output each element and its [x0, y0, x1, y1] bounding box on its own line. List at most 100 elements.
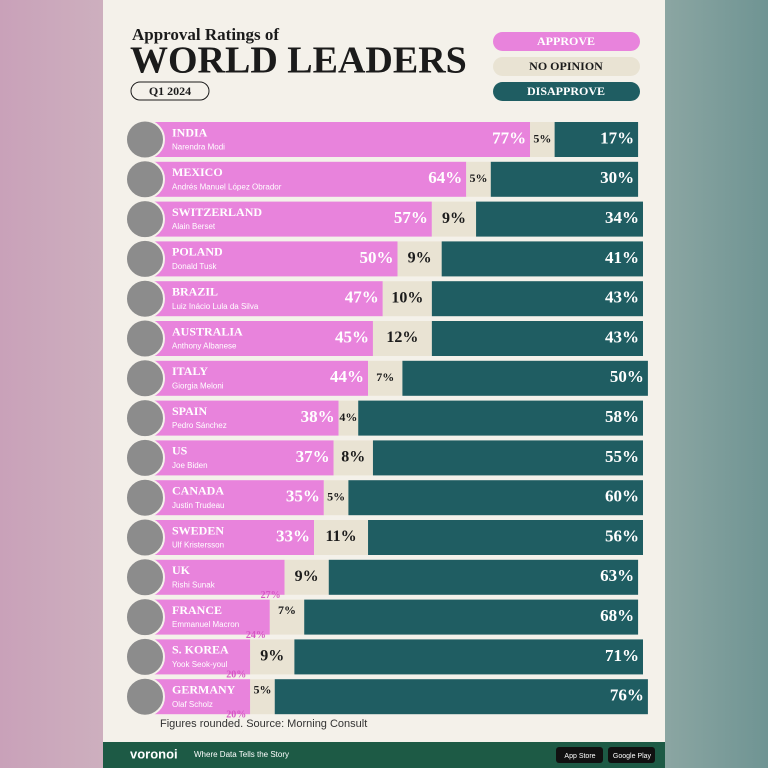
leader-photo	[125, 557, 165, 598]
country-label: MEXICO	[172, 165, 223, 179]
store-badge[interactable]	[556, 747, 603, 763]
country-label: INDIA	[172, 125, 208, 139]
leader-name: Joe Biden	[172, 461, 208, 470]
country-label: AUSTRALIA	[172, 324, 243, 338]
value-label: 8%	[341, 449, 365, 466]
bar-segment	[431, 201, 477, 237]
leader-name: Yook Seok-youl	[172, 660, 228, 669]
value-label: 9%	[260, 648, 284, 665]
bar-segment	[152, 360, 369, 396]
brand: voronoi	[130, 746, 178, 761]
leader-name: Justin Trudeau	[172, 501, 224, 510]
leader-name: Olaf Scholz	[172, 700, 213, 709]
country-label: ITALY	[172, 364, 208, 378]
source-note: Figures rounded. Source: Morning Consult	[160, 718, 367, 730]
value-label: 33%	[276, 526, 310, 545]
leader-name: Ulf Kristersson	[172, 541, 224, 550]
value-label: 9%	[408, 250, 432, 267]
store-label[interactable]: App Store	[564, 753, 595, 760]
country-label: SPAIN	[172, 404, 207, 418]
value-label: 35%	[286, 487, 320, 506]
value-label: 38%	[301, 407, 335, 426]
leader-photo	[125, 119, 165, 160]
leader-photo	[125, 597, 165, 638]
bar-segment	[152, 520, 315, 555]
bar-segment	[152, 480, 324, 516]
leader-photo	[125, 238, 165, 279]
country-label: S. KOREA	[172, 643, 229, 657]
value-label: 9%	[442, 210, 466, 227]
value-label: 55%	[605, 447, 639, 466]
value-label: 64%	[428, 168, 462, 187]
value-label: 7%	[376, 370, 394, 384]
bar-segment	[152, 201, 432, 237]
value-label: 43%	[605, 288, 639, 307]
value-label: 45%	[335, 327, 369, 346]
legend-label: NO OPINION	[529, 59, 603, 73]
value-label: 77%	[492, 128, 526, 147]
bar-segment	[152, 679, 251, 715]
bar-segment	[476, 201, 643, 237]
value-label: 20%	[226, 670, 246, 681]
leader-name: Narendra Modi	[172, 143, 225, 152]
bar-segment	[431, 281, 643, 317]
legend-label: DISAPPROVE	[527, 84, 605, 98]
bar-segment	[314, 520, 369, 555]
bar-segment	[338, 400, 359, 436]
value-label: 5%	[327, 489, 345, 503]
bar-segment	[372, 440, 643, 476]
kicker: Approval Ratings of	[132, 25, 279, 44]
bar-segment	[358, 400, 643, 436]
country-label: FRANCE	[172, 603, 222, 617]
legend-label: APPROVE	[537, 34, 595, 48]
leader-photo	[125, 318, 165, 359]
leader-name: Anthony Albanese	[172, 342, 237, 351]
bar-segment	[372, 321, 432, 356]
tagline: Where Data Tells the Story	[194, 750, 289, 759]
bar-segment	[304, 599, 639, 635]
bar-segment	[530, 122, 555, 157]
leader-photo	[125, 358, 165, 399]
bar-segment	[152, 599, 270, 635]
bar-segment	[152, 281, 383, 317]
leader-photo	[125, 199, 165, 240]
chart-title: WORLD LEADERS	[130, 40, 467, 82]
value-label: 30%	[600, 168, 634, 187]
store-badge[interactable]	[608, 747, 655, 763]
bar-segment	[368, 360, 403, 396]
legend-swatch	[493, 82, 640, 101]
value-label: 50%	[610, 367, 644, 386]
bar-segment	[368, 520, 643, 555]
store-label[interactable]: Google Play	[613, 753, 652, 760]
value-label: 34%	[605, 208, 639, 227]
bar-segment	[250, 679, 275, 715]
country-label: UK	[172, 563, 191, 577]
value-label: 71%	[605, 646, 639, 665]
country-label: SWITZERLAND	[172, 205, 262, 219]
bar-segment	[152, 321, 373, 356]
value-label: 17%	[600, 128, 634, 147]
value-label: 58%	[605, 407, 639, 426]
value-label: 43%	[605, 327, 639, 346]
bar-segment	[466, 161, 491, 197]
country-label: GERMANY	[172, 682, 236, 696]
bar-segment	[397, 241, 442, 277]
value-label: 50%	[360, 248, 394, 267]
subtitle-pill	[130, 81, 210, 101]
leader-photo	[125, 517, 165, 558]
country-label: BRAZIL	[172, 284, 218, 298]
leader-name: Luiz Inácio Lula da Silva	[172, 302, 259, 311]
value-label: 37%	[296, 447, 330, 466]
value-label: 41%	[605, 248, 639, 267]
value-label: 57%	[394, 208, 428, 227]
value-label: 7%	[278, 603, 296, 617]
country-label: US	[172, 444, 188, 458]
bar-segment	[554, 122, 639, 157]
value-label: 56%	[605, 526, 639, 545]
bar-segment	[348, 480, 643, 516]
value-label: 9%	[295, 568, 319, 585]
leader-name: Pedro Sánchez	[172, 421, 227, 430]
bar-segment	[333, 440, 373, 476]
